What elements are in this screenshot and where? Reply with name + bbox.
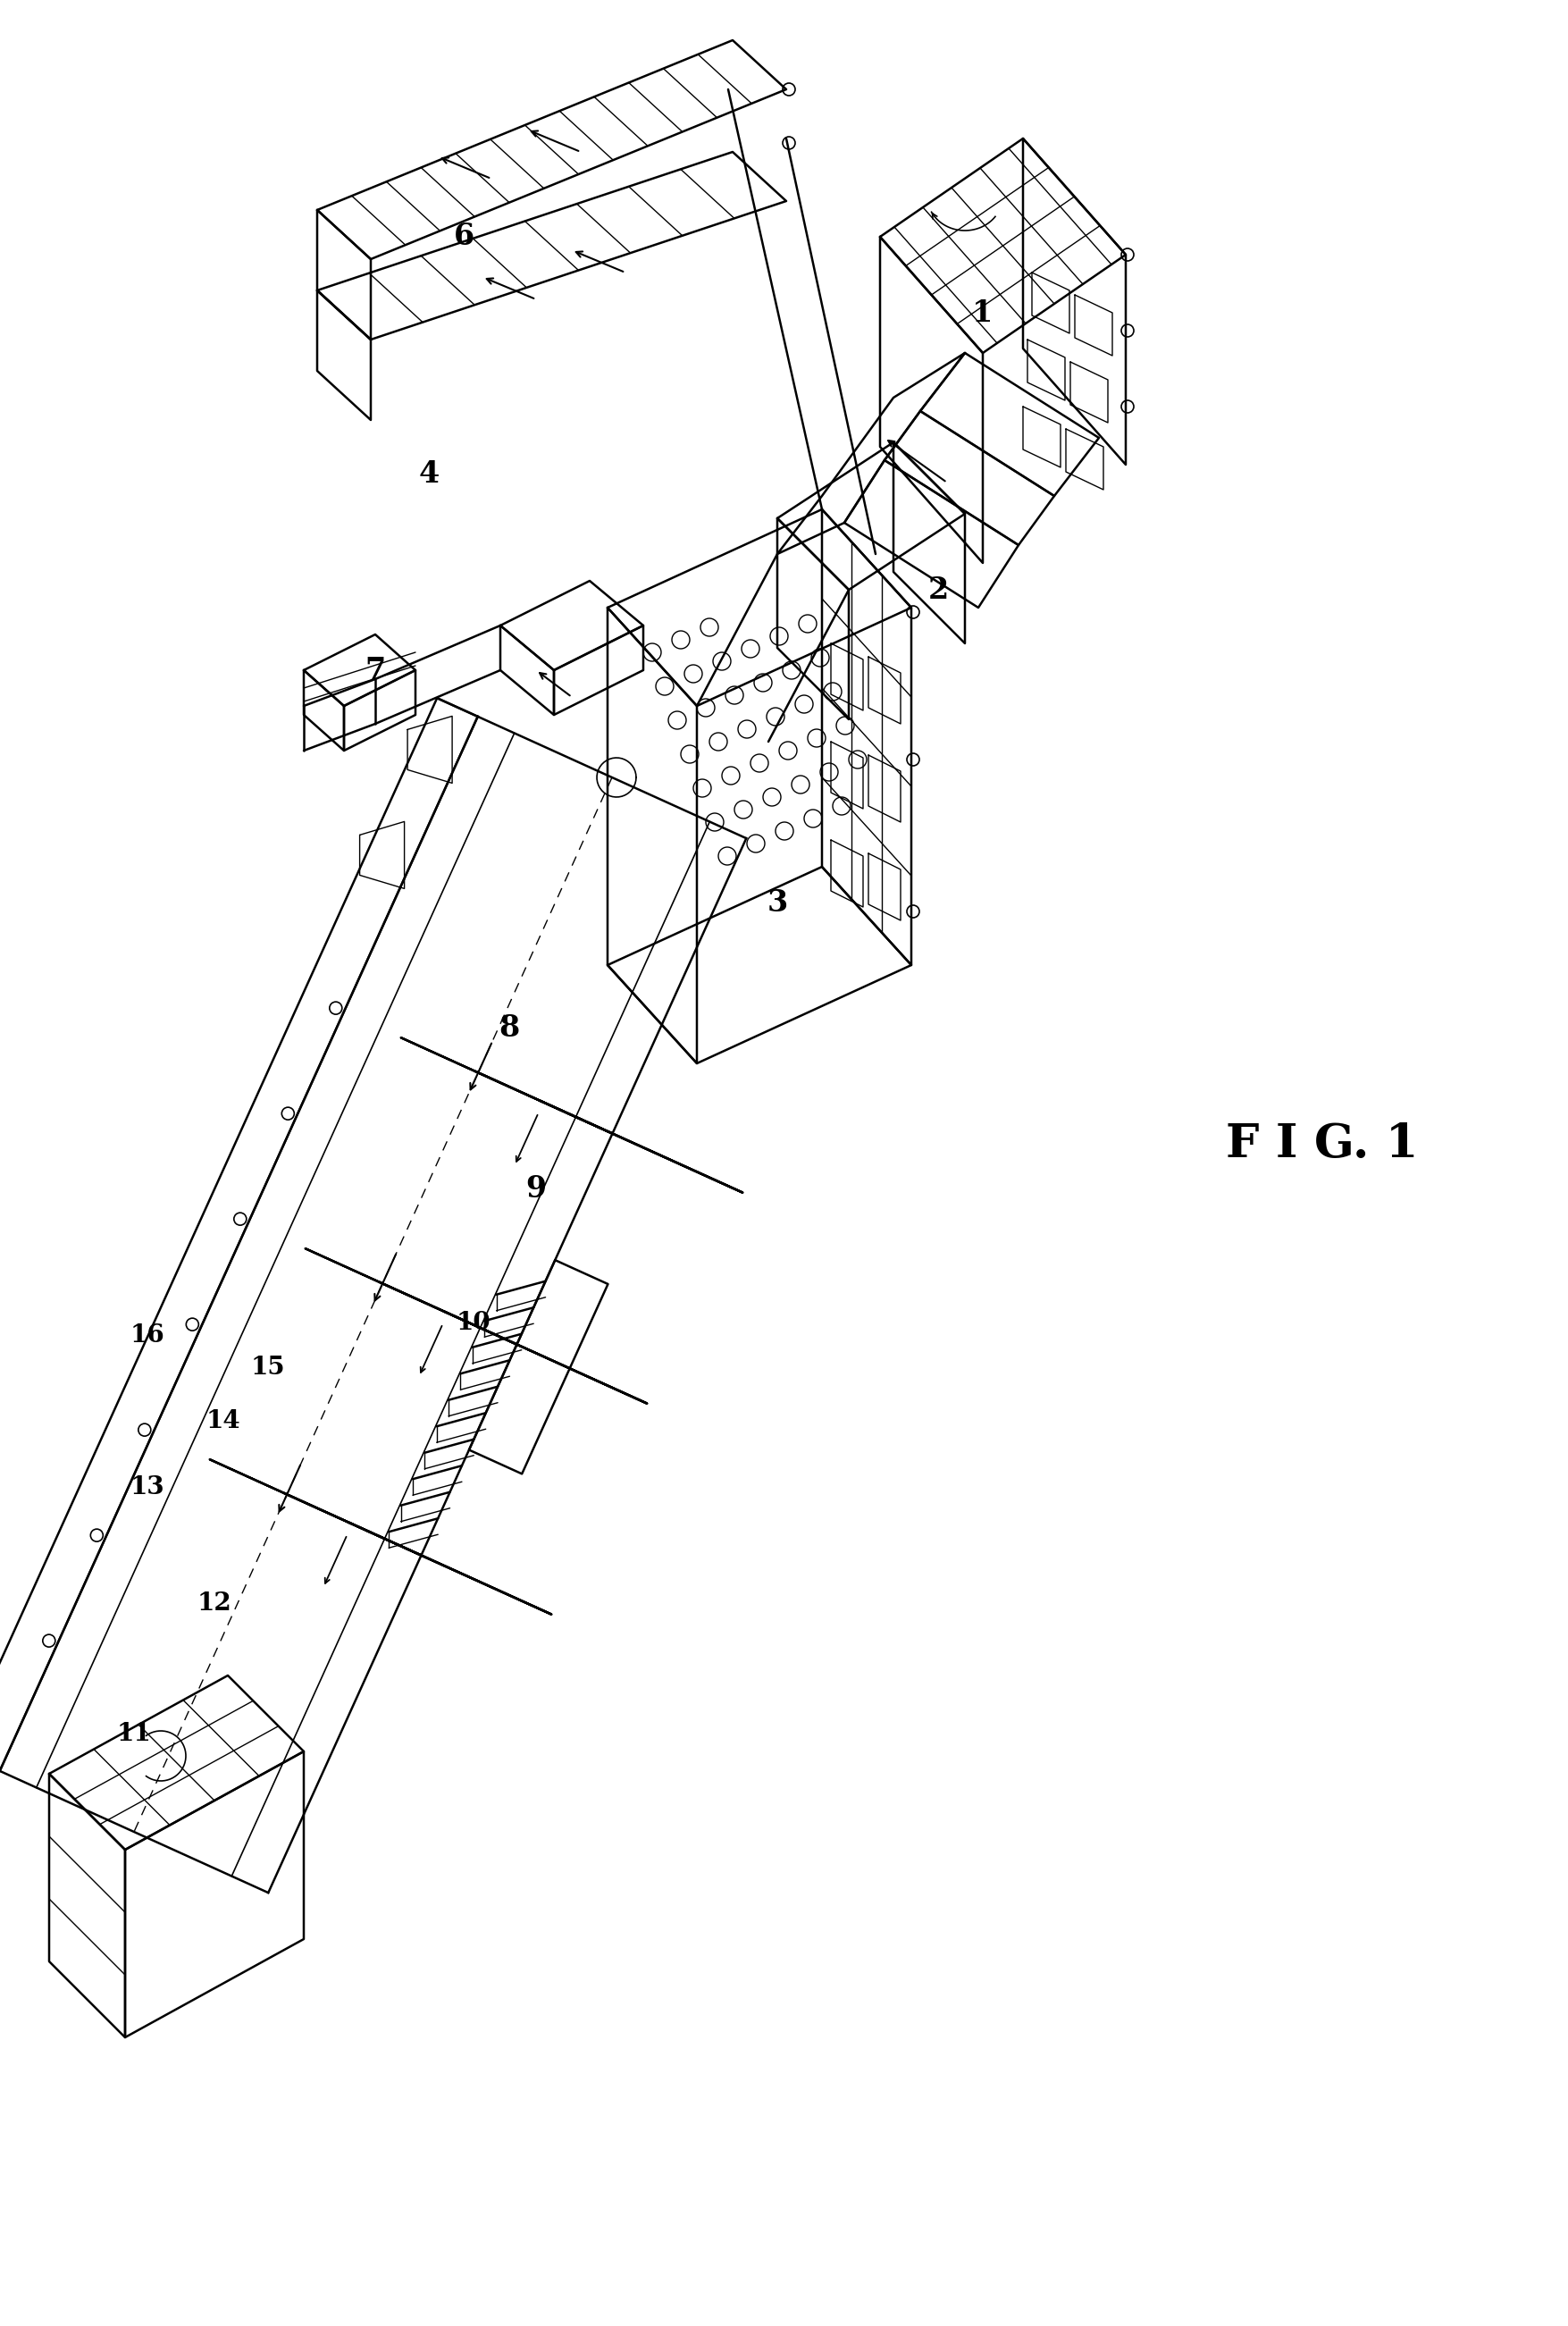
Polygon shape [317,40,786,258]
Polygon shape [0,716,746,1893]
Text: 12: 12 [198,1591,232,1617]
Polygon shape [869,854,900,921]
Polygon shape [880,140,1126,354]
Text: 15: 15 [251,1356,285,1379]
Text: F I G. 1: F I G. 1 [1226,1121,1419,1168]
Polygon shape [778,442,964,591]
Polygon shape [1032,272,1069,333]
Polygon shape [49,1775,125,2038]
Polygon shape [539,1100,743,1193]
Polygon shape [869,756,900,821]
Polygon shape [831,742,862,809]
Text: 13: 13 [130,1475,165,1500]
Polygon shape [444,1312,648,1403]
Polygon shape [125,1751,304,2038]
Polygon shape [304,635,416,705]
Text: 11: 11 [116,1721,152,1744]
Polygon shape [869,656,900,723]
Polygon shape [831,840,862,907]
Polygon shape [469,1261,608,1475]
Polygon shape [607,607,696,1063]
Polygon shape [317,151,786,340]
Polygon shape [1027,340,1065,400]
Text: 8: 8 [499,1012,519,1042]
Polygon shape [778,519,848,719]
Polygon shape [880,237,983,563]
Polygon shape [282,1493,552,1614]
Polygon shape [1074,295,1112,356]
Polygon shape [1066,428,1104,491]
Polygon shape [306,1249,517,1344]
Polygon shape [500,582,643,670]
Polygon shape [920,354,1099,495]
Polygon shape [607,509,911,705]
Polygon shape [0,698,478,1770]
Polygon shape [554,626,643,714]
Polygon shape [343,670,416,751]
Text: 16: 16 [130,1323,165,1349]
Text: 14: 14 [205,1410,240,1433]
Polygon shape [1022,140,1126,465]
Polygon shape [607,868,911,1063]
Text: 7: 7 [365,656,386,684]
Polygon shape [831,644,862,709]
Polygon shape [474,1070,743,1193]
Polygon shape [359,821,405,889]
Polygon shape [408,716,452,784]
Text: 1: 1 [972,298,993,328]
Text: 3: 3 [767,889,787,916]
Polygon shape [822,509,911,965]
Polygon shape [1071,363,1109,423]
Polygon shape [884,412,1054,544]
Polygon shape [401,1037,613,1133]
Polygon shape [304,670,343,751]
Text: 2: 2 [928,575,949,605]
Polygon shape [894,442,964,644]
Polygon shape [49,1675,304,1849]
Polygon shape [1022,407,1060,468]
Text: 6: 6 [455,221,475,251]
Polygon shape [500,626,554,714]
Polygon shape [210,1458,422,1556]
Text: 9: 9 [525,1175,546,1203]
Polygon shape [348,1521,552,1614]
Polygon shape [317,209,370,340]
Text: 4: 4 [419,458,439,488]
Text: 10: 10 [456,1310,491,1335]
Polygon shape [844,461,1019,607]
Polygon shape [317,291,370,421]
Polygon shape [778,354,964,554]
Polygon shape [378,1282,648,1403]
